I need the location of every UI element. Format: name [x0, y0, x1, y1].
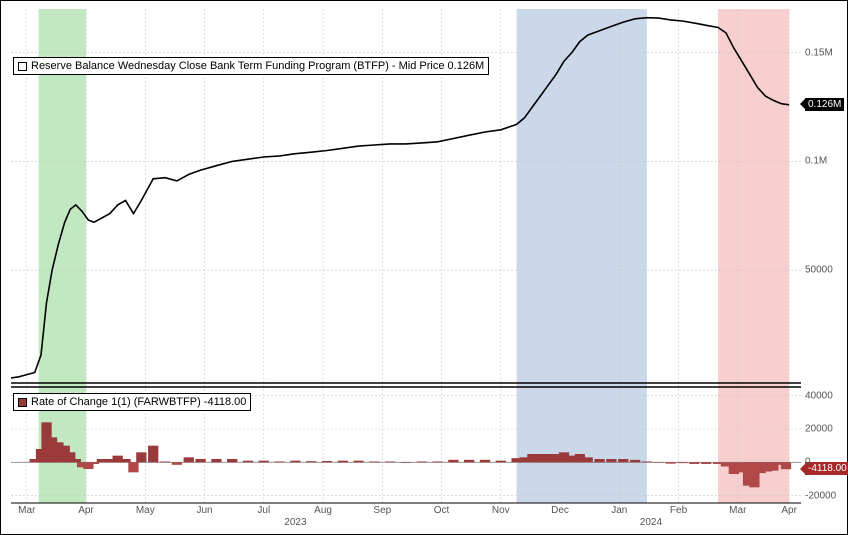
x-tick-year: 2024 — [640, 517, 662, 528]
plot-area: Reserve Balance Wednesday Close Bank Ter… — [11, 9, 801, 519]
lower-flag-value: -4118.00 — [808, 463, 847, 474]
legend-upper-square — [18, 62, 27, 71]
x-tick-month: Aug — [314, 505, 332, 516]
x-tick-month: Nov — [492, 505, 510, 516]
chart-svg — [11, 9, 801, 519]
lower-price-flag: -4118.00 — [805, 462, 848, 475]
x-tick-month: Apr — [78, 505, 94, 516]
x-tick-month: Apr — [781, 505, 797, 516]
y-tick-lower: 40000 — [805, 390, 833, 401]
y-tick-upper: 0.15M — [805, 47, 833, 58]
legend-upper: Reserve Balance Wednesday Close Bank Ter… — [13, 57, 489, 75]
legend-lower-square — [18, 398, 27, 407]
x-tick-month: Dec — [551, 505, 569, 516]
upper-price-flag: 0.126M — [805, 98, 844, 111]
x-tick-month: Mar — [18, 505, 35, 516]
x-tick-month: May — [136, 505, 155, 516]
y-tick-lower: 20000 — [805, 424, 833, 435]
x-tick-year: 2023 — [284, 517, 306, 528]
legend-lower-text: Rate of Change 1(1) (FARWBTFP) -4118.00 — [31, 396, 246, 408]
x-tick-month: Feb — [670, 505, 687, 516]
upper-flag-value: 0.126M — [808, 99, 841, 110]
x-tick-month: Jan — [611, 505, 627, 516]
y-tick-upper: 0.1M — [805, 156, 827, 167]
legend-lower: Rate of Change 1(1) (FARWBTFP) -4118.00 — [13, 393, 251, 411]
y-tick-upper: 50000 — [805, 265, 833, 276]
chart-container: Reserve Balance Wednesday Close Bank Ter… — [0, 0, 848, 535]
x-tick-month: Jun — [196, 505, 212, 516]
x-tick-month: Sep — [373, 505, 391, 516]
x-tick-month: Mar — [729, 505, 746, 516]
y-tick-lower: -20000 — [805, 490, 836, 501]
x-tick-month: Jul — [257, 505, 270, 516]
x-tick-month: Oct — [434, 505, 450, 516]
y-tick-lower: 0 — [805, 457, 811, 468]
legend-upper-text: Reserve Balance Wednesday Close Bank Ter… — [31, 60, 484, 72]
